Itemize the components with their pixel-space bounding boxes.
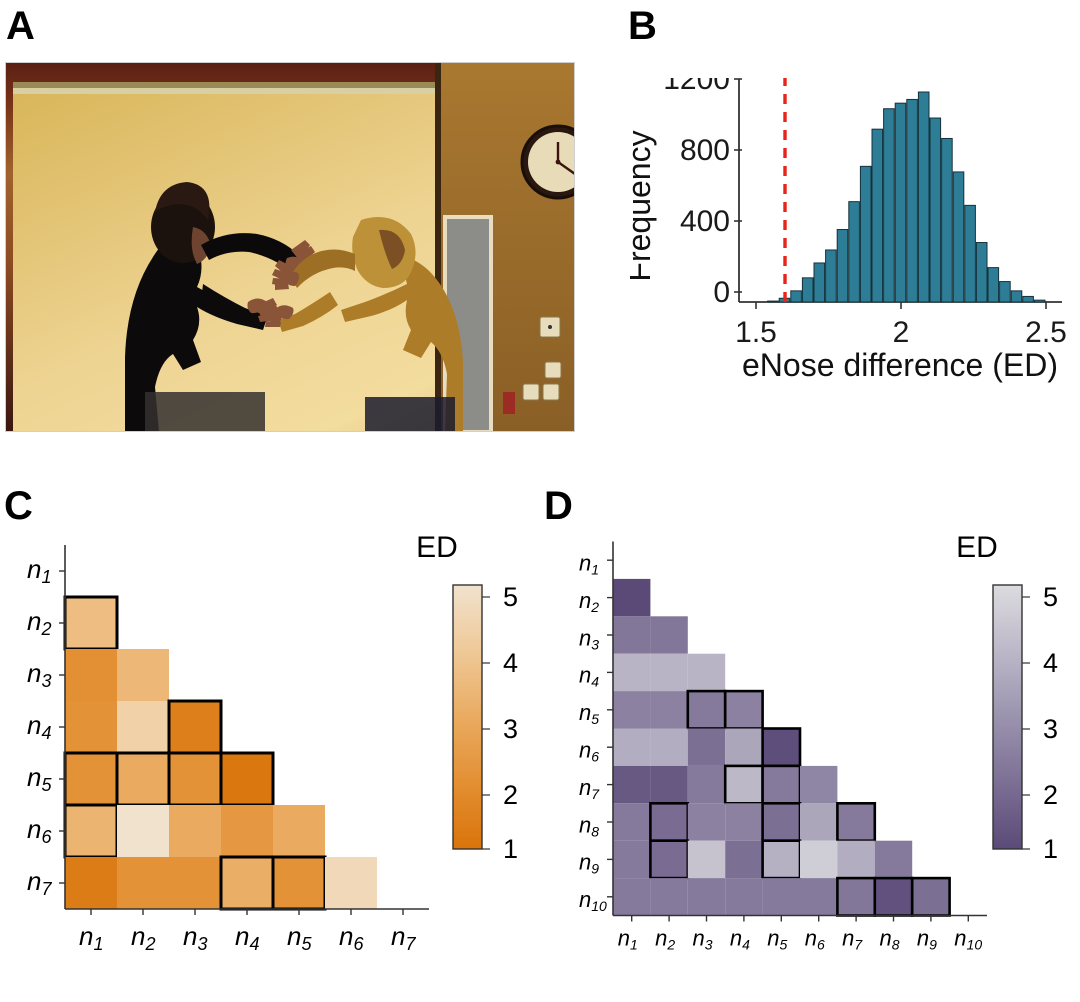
svg-text:n4: n4 [730,926,750,953]
svg-text:n4: n4 [579,663,599,690]
svg-text:n5: n5 [767,926,787,953]
svg-text:n3: n3 [693,926,713,953]
svg-text:n2: n2 [131,921,155,954]
svg-text:1: 1 [503,834,518,864]
svg-text:n3: n3 [579,625,599,652]
svg-text:n6: n6 [27,814,52,847]
svg-text:n10: n10 [579,887,607,914]
svg-text:n5: n5 [579,700,599,727]
svg-text:n1: n1 [579,551,599,578]
svg-text:n7: n7 [391,921,416,954]
svg-text:n2: n2 [579,588,599,615]
svg-text:4: 4 [503,648,518,678]
svg-text:800: 800 [680,134,730,167]
svg-text:n2: n2 [655,926,675,953]
svg-text:ED: ED [956,531,998,564]
svg-text:n1: n1 [618,926,638,953]
svg-text:3: 3 [1043,714,1058,744]
svg-text:2: 2 [1043,780,1058,810]
svg-text:n3: n3 [183,921,207,954]
svg-text:n7: n7 [842,926,863,953]
svg-text:2: 2 [893,316,910,349]
svg-text:1.5: 1.5 [735,316,777,349]
svg-text:n8: n8 [579,812,599,839]
svg-text:n2: n2 [27,606,51,639]
svg-text:3: 3 [503,714,518,744]
svg-text:5: 5 [503,582,518,612]
svg-text:eNose difference (ED): eNose difference (ED) [742,347,1058,383]
svg-text:n5: n5 [27,762,52,795]
svg-text:n6: n6 [579,738,599,765]
svg-text:n1: n1 [79,921,103,954]
svg-text:n6: n6 [805,926,825,953]
svg-text:1: 1 [1043,834,1058,864]
svg-text:0: 0 [713,276,730,309]
svg-text:n7: n7 [579,775,600,802]
svg-text:4: 4 [1043,648,1058,678]
svg-text:n8: n8 [880,926,900,953]
svg-text:2.5: 2.5 [1025,316,1067,349]
svg-text:n5: n5 [287,921,312,954]
svg-text:ED: ED [416,531,458,564]
svg-text:n9: n9 [917,926,937,953]
svg-text:n7: n7 [27,866,52,899]
svg-text:1200: 1200 [663,78,730,96]
svg-text:n1: n1 [27,554,51,587]
svg-text:n3: n3 [27,658,51,691]
svg-text:400: 400 [680,205,730,238]
svg-text:2: 2 [503,780,518,810]
svg-text:n6: n6 [339,921,364,954]
svg-text:Frequency: Frequency [630,130,657,281]
svg-text:5: 5 [1043,582,1058,612]
svg-text:n9: n9 [579,850,599,877]
svg-text:n4: n4 [27,710,51,743]
svg-text:n4: n4 [235,921,259,954]
svg-text:n10: n10 [954,926,982,953]
